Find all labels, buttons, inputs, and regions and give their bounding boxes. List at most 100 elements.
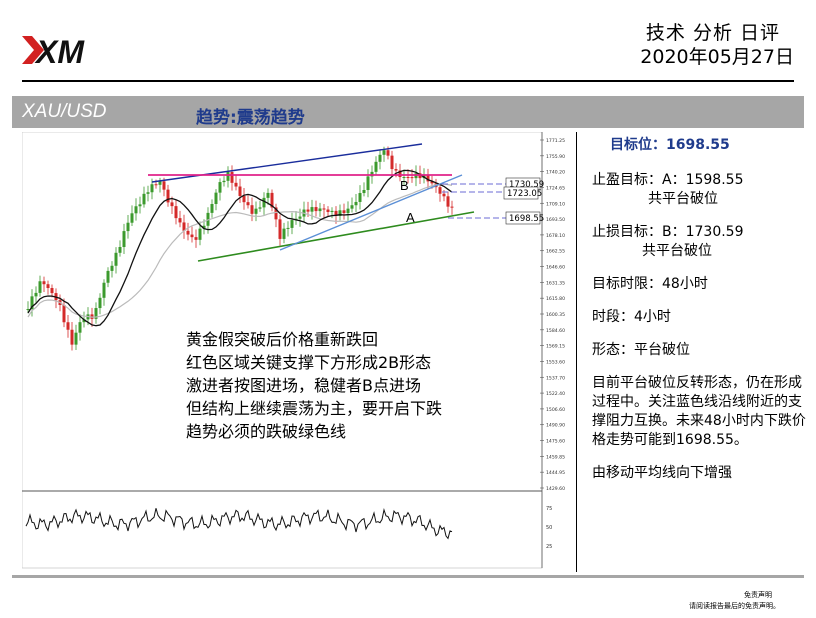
candle-body	[214, 192, 218, 205]
axis-tick-label: 1584.60	[546, 328, 565, 334]
oscillator-tick-label: 50	[546, 525, 552, 531]
candle-body	[342, 210, 346, 214]
candle-body	[202, 225, 206, 229]
candle-body	[346, 208, 350, 214]
candle-body	[354, 201, 358, 206]
report-title: 技术 分析 日评	[645, 22, 780, 44]
candle-body	[330, 210, 334, 212]
candle-body	[382, 150, 386, 155]
period: 时段：4小时	[592, 309, 671, 325]
axis-tick-label: 1569.15	[546, 344, 565, 350]
candle-body	[286, 227, 290, 229]
candle-body	[318, 208, 322, 212]
axis-tick-label: 1678.10	[546, 233, 565, 239]
candle-body	[226, 172, 230, 181]
candle-body	[134, 206, 138, 214]
oscillator-line	[25, 507, 453, 540]
oscillator-tick-label: 75	[546, 506, 552, 512]
candle-body	[274, 207, 278, 220]
candle-body	[426, 175, 430, 182]
candle-body	[450, 206, 454, 208]
axis-tick-label: 1724.65	[546, 185, 565, 191]
candle-body	[50, 288, 54, 294]
oscillator-tick-label: 25	[546, 544, 552, 550]
moving-average	[27, 169, 453, 327]
candle-body	[126, 222, 130, 232]
candle-body	[70, 329, 74, 345]
header-divider	[22, 80, 794, 82]
candle-body	[270, 192, 274, 208]
candle-body	[322, 208, 326, 210]
level-label-2: 1723.05	[507, 189, 542, 199]
stop-loss-label: 止损目标：B：1730.59	[592, 224, 744, 240]
candle-body	[154, 184, 158, 186]
point-b-label: B	[400, 178, 409, 193]
target-level: 目标位：1698.55	[610, 137, 730, 153]
candle-body	[306, 209, 310, 212]
candle-body	[310, 207, 314, 212]
candle-body	[242, 195, 246, 203]
candle-body	[46, 284, 50, 289]
candle-body	[234, 182, 238, 187]
candle-body	[254, 208, 258, 214]
candle-body	[230, 172, 234, 183]
candle-body	[190, 234, 194, 238]
candle-body	[130, 213, 134, 223]
candle-body	[438, 187, 442, 194]
level-label-3: 1698.55	[509, 214, 544, 224]
candle-body	[398, 170, 402, 178]
candle-body	[366, 176, 370, 190]
candle-body	[266, 192, 270, 198]
axis-tick-label: 1506.60	[546, 407, 565, 413]
candle-body	[326, 209, 330, 212]
candle-body	[30, 296, 34, 310]
candle-body	[250, 205, 254, 214]
candle-body	[390, 155, 394, 170]
candle-body	[26, 309, 30, 311]
candle-body	[394, 169, 398, 171]
axis-tick-label: 1755.90	[546, 154, 565, 160]
candle-body	[118, 246, 122, 253]
candle-body	[142, 193, 146, 205]
blue-support-line	[279, 174, 463, 251]
candle-body	[34, 292, 38, 297]
axis-tick-label: 1537.70	[546, 375, 565, 381]
axis-tick-label: 1522.40	[546, 391, 565, 397]
candle-body	[374, 161, 378, 172]
lower-channel-line	[197, 211, 475, 262]
candle-body	[446, 196, 450, 207]
candle-body	[258, 207, 262, 209]
stop-loss-sub: 共平台破位	[642, 243, 712, 259]
axis-tick-label: 1740.20	[546, 170, 565, 176]
candle-body	[278, 219, 282, 239]
candle-body	[158, 181, 162, 185]
axis-tick-label: 1553.60	[546, 359, 565, 365]
candle-body	[362, 189, 366, 194]
note-line: 黄金假突破后价格重新跌回	[186, 330, 379, 349]
symbol-band	[12, 96, 804, 128]
point-a-label: A	[406, 210, 415, 225]
column-divider	[576, 132, 577, 572]
candle-body	[122, 231, 126, 247]
candle-body	[166, 189, 170, 203]
time-limit: 目标时限：48小时	[592, 276, 708, 292]
candle-body	[194, 237, 198, 240]
footer-divider	[12, 575, 804, 578]
note-line: 但结构上继续震荡为主，要开启下跌	[186, 399, 443, 418]
note-line: 红色区域关键支撑下方形成2B形态	[186, 353, 432, 372]
axis-tick-label: 1615.80	[546, 296, 565, 302]
candle-body	[210, 204, 214, 213]
take-profit-label: 止盈目标：A：1598.55	[592, 172, 744, 188]
oscillator-axis: 75 50 25	[546, 506, 552, 550]
note-line: 趋势必须的跌破绿色线	[186, 422, 347, 441]
candle-body	[66, 322, 70, 330]
candle-body	[282, 228, 286, 239]
candle-body	[430, 181, 434, 184]
candle-body	[110, 265, 114, 271]
symbol-label: XAU/USD	[22, 101, 107, 122]
axis-tick-label: 1662.55	[546, 249, 565, 255]
candle-body	[106, 270, 110, 283]
candle-body	[406, 177, 410, 179]
candle-body	[386, 150, 390, 156]
candle-body	[162, 181, 166, 190]
